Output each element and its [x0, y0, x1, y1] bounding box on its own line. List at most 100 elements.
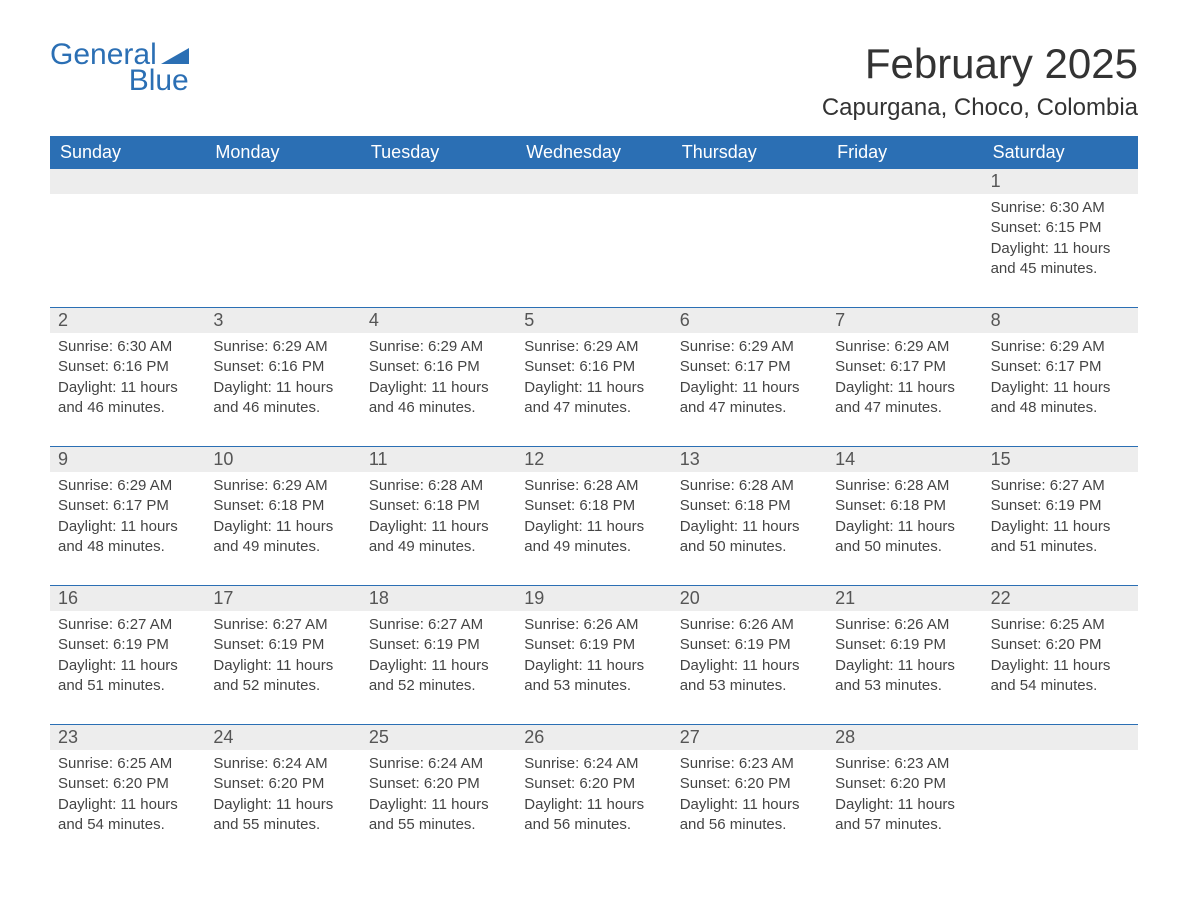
daylight-text: Daylight: 11 hours: [524, 795, 663, 815]
sunrise-text: Sunrise: 6:28 AM: [835, 476, 974, 496]
sunrise-text: Sunrise: 6:27 AM: [991, 476, 1130, 496]
daylight-text: and 51 minutes.: [58, 676, 197, 696]
daylight-text: and 52 minutes.: [213, 676, 352, 696]
daylight-text: and 47 minutes.: [524, 398, 663, 418]
sunrise-text: Sunrise: 6:29 AM: [524, 337, 663, 357]
sunrise-text: Sunrise: 6:29 AM: [369, 337, 508, 357]
daylight-text: and 54 minutes.: [991, 676, 1130, 696]
daylight-text: Daylight: 11 hours: [58, 656, 197, 676]
sunrise-text: Sunrise: 6:26 AM: [680, 615, 819, 635]
daylight-text: and 48 minutes.: [58, 537, 197, 557]
daylight-text: and 49 minutes.: [369, 537, 508, 557]
day-cell: 25Sunrise: 6:24 AMSunset: 6:20 PMDayligh…: [361, 725, 516, 845]
day-number: 21: [827, 586, 982, 611]
sunrise-text: Sunrise: 6:29 AM: [835, 337, 974, 357]
sunrise-text: Sunrise: 6:29 AM: [213, 337, 352, 357]
sunset-text: Sunset: 6:16 PM: [58, 357, 197, 377]
sunset-text: Sunset: 6:17 PM: [991, 357, 1130, 377]
sunset-text: Sunset: 6:19 PM: [680, 635, 819, 655]
sunrise-text: Sunrise: 6:27 AM: [369, 615, 508, 635]
logo-flag-icon: [161, 40, 189, 60]
sunset-text: Sunset: 6:16 PM: [369, 357, 508, 377]
sunset-text: Sunset: 6:16 PM: [213, 357, 352, 377]
daylight-text: Daylight: 11 hours: [369, 517, 508, 537]
day-cell: 11Sunrise: 6:28 AMSunset: 6:18 PMDayligh…: [361, 447, 516, 567]
week-row: 9Sunrise: 6:29 AMSunset: 6:17 PMDaylight…: [50, 446, 1138, 567]
daylight-text: and 49 minutes.: [524, 537, 663, 557]
day-cell: 9Sunrise: 6:29 AMSunset: 6:17 PMDaylight…: [50, 447, 205, 567]
daylight-text: and 56 minutes.: [680, 815, 819, 835]
sunset-text: Sunset: 6:20 PM: [369, 774, 508, 794]
sunset-text: Sunset: 6:20 PM: [213, 774, 352, 794]
week-row: 1Sunrise: 6:30 AMSunset: 6:15 PMDaylight…: [50, 169, 1138, 289]
weekday-tuesday: Tuesday: [361, 136, 516, 169]
sunset-text: Sunset: 6:19 PM: [835, 635, 974, 655]
header: General Blue February 2025 Capurgana, Ch…: [50, 40, 1138, 122]
logo: General Blue: [50, 40, 189, 96]
day-cell-empty: [205, 169, 360, 289]
day-number: 19: [516, 586, 671, 611]
sunrise-text: Sunrise: 6:28 AM: [524, 476, 663, 496]
day-number: 10: [205, 447, 360, 472]
sunset-text: Sunset: 6:18 PM: [835, 496, 974, 516]
sunrise-text: Sunrise: 6:23 AM: [680, 754, 819, 774]
title-block: February 2025 Capurgana, Choco, Colombia: [822, 40, 1138, 122]
day-number: 1: [983, 169, 1138, 194]
sunset-text: Sunset: 6:18 PM: [680, 496, 819, 516]
daylight-text: and 48 minutes.: [991, 398, 1130, 418]
daylight-text: Daylight: 11 hours: [835, 795, 974, 815]
day-number: 23: [50, 725, 205, 750]
day-number: [827, 169, 982, 194]
daylight-text: Daylight: 11 hours: [524, 517, 663, 537]
daylight-text: Daylight: 11 hours: [680, 378, 819, 398]
day-number: 20: [672, 586, 827, 611]
day-cell: 5Sunrise: 6:29 AMSunset: 6:16 PMDaylight…: [516, 308, 671, 428]
sunrise-text: Sunrise: 6:25 AM: [58, 754, 197, 774]
sunrise-text: Sunrise: 6:29 AM: [991, 337, 1130, 357]
weekday-friday: Friday: [827, 136, 982, 169]
day-number: [50, 169, 205, 194]
sunrise-text: Sunrise: 6:29 AM: [680, 337, 819, 357]
day-cell: 8Sunrise: 6:29 AMSunset: 6:17 PMDaylight…: [983, 308, 1138, 428]
weekday-header-row: SundayMondayTuesdayWednesdayThursdayFrid…: [50, 136, 1138, 169]
day-cell: 20Sunrise: 6:26 AMSunset: 6:19 PMDayligh…: [672, 586, 827, 706]
day-number: [672, 169, 827, 194]
daylight-text: Daylight: 11 hours: [835, 656, 974, 676]
sunset-text: Sunset: 6:18 PM: [213, 496, 352, 516]
daylight-text: and 51 minutes.: [991, 537, 1130, 557]
day-number: 25: [361, 725, 516, 750]
month-title: February 2025: [822, 40, 1138, 88]
daylight-text: and 46 minutes.: [369, 398, 508, 418]
daylight-text: and 49 minutes.: [213, 537, 352, 557]
daylight-text: Daylight: 11 hours: [58, 517, 197, 537]
daylight-text: and 55 minutes.: [369, 815, 508, 835]
sunrise-text: Sunrise: 6:25 AM: [991, 615, 1130, 635]
day-cell: 16Sunrise: 6:27 AMSunset: 6:19 PMDayligh…: [50, 586, 205, 706]
day-cell: 22Sunrise: 6:25 AMSunset: 6:20 PMDayligh…: [983, 586, 1138, 706]
day-cell: 2Sunrise: 6:30 AMSunset: 6:16 PMDaylight…: [50, 308, 205, 428]
daylight-text: Daylight: 11 hours: [213, 378, 352, 398]
sunset-text: Sunset: 6:20 PM: [835, 774, 974, 794]
day-cell-empty: [672, 169, 827, 289]
sunset-text: Sunset: 6:15 PM: [991, 218, 1130, 238]
sunrise-text: Sunrise: 6:26 AM: [835, 615, 974, 635]
sunset-text: Sunset: 6:20 PM: [991, 635, 1130, 655]
daylight-text: and 46 minutes.: [213, 398, 352, 418]
day-number: [205, 169, 360, 194]
sunset-text: Sunset: 6:20 PM: [680, 774, 819, 794]
day-number: 9: [50, 447, 205, 472]
day-cell: 26Sunrise: 6:24 AMSunset: 6:20 PMDayligh…: [516, 725, 671, 845]
daylight-text: Daylight: 11 hours: [213, 656, 352, 676]
sunrise-text: Sunrise: 6:27 AM: [58, 615, 197, 635]
sunset-text: Sunset: 6:19 PM: [524, 635, 663, 655]
day-number: 28: [827, 725, 982, 750]
daylight-text: and 56 minutes.: [524, 815, 663, 835]
day-cell: 7Sunrise: 6:29 AMSunset: 6:17 PMDaylight…: [827, 308, 982, 428]
sunrise-text: Sunrise: 6:29 AM: [58, 476, 197, 496]
sunset-text: Sunset: 6:20 PM: [524, 774, 663, 794]
day-number: 17: [205, 586, 360, 611]
day-cell-empty: [983, 725, 1138, 845]
daylight-text: Daylight: 11 hours: [835, 517, 974, 537]
day-number: 2: [50, 308, 205, 333]
weekday-wednesday: Wednesday: [516, 136, 671, 169]
